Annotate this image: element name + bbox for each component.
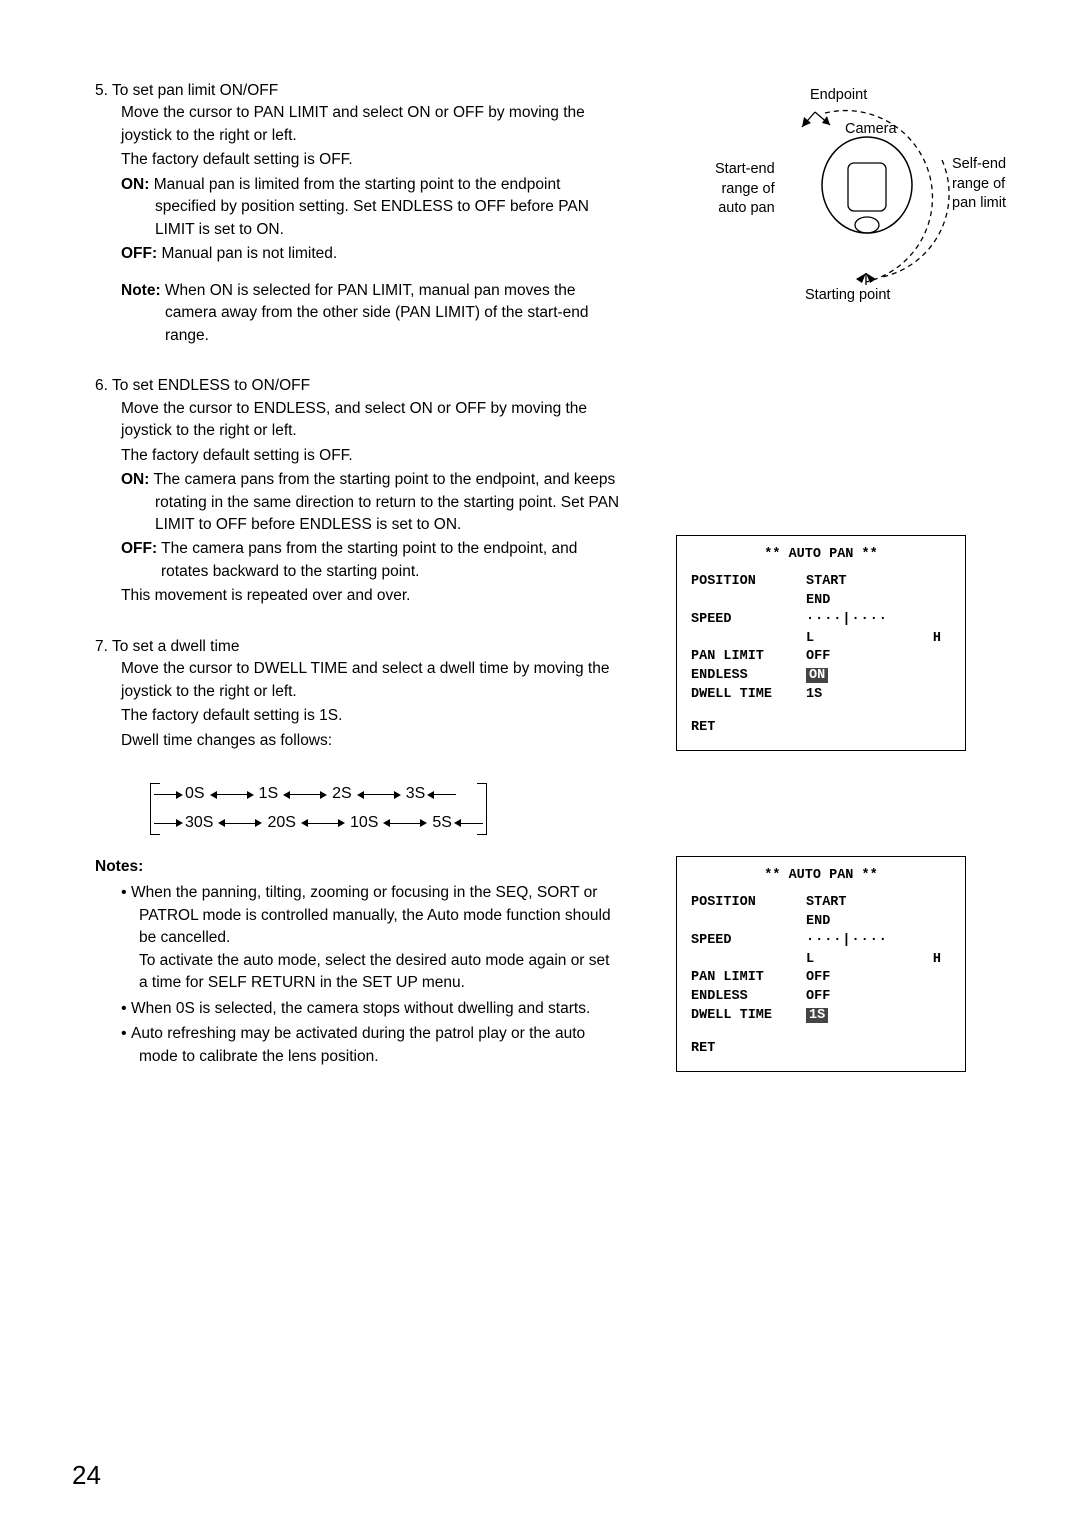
- lcd-value: END: [806, 592, 830, 611]
- off-text: Manual pan is not limited.: [157, 245, 337, 262]
- lcd-key: PAN LIMIT: [691, 969, 806, 988]
- on-entry: ON: The camera pans from the starting po…: [121, 469, 620, 536]
- list-item: • When the panning, tilting, zooming or …: [121, 881, 620, 994]
- lcd-ret: RET: [691, 719, 715, 738]
- lcd-key: PAN LIMIT: [691, 648, 806, 667]
- lcd-key: SPEED: [691, 932, 806, 951]
- lcd-slider: ····|····: [806, 611, 888, 630]
- off-label: OFF:: [121, 540, 157, 557]
- on-text: Manual pan is limited from the starting …: [149, 176, 589, 238]
- dwell-time-sequence-diagram: 0S 1S 2S 3S 30S: [150, 780, 620, 838]
- lcd-key: SPEED: [691, 611, 806, 630]
- page-number: 24: [72, 1460, 101, 1491]
- on-label: ON:: [121, 471, 149, 488]
- self-end-label: Self-end range of pan limit: [952, 155, 1006, 214]
- paragraph: The factory default setting is 1S.: [121, 705, 620, 727]
- step-title: To set ENDLESS to ON/OFF: [112, 377, 310, 394]
- off-label: OFF:: [121, 245, 157, 262]
- paragraph: The factory default setting is OFF.: [121, 149, 620, 171]
- on-entry: ON: Manual pan is limited from the start…: [121, 174, 620, 241]
- lcd-ret: RET: [691, 1040, 715, 1059]
- lcd-key: DWELL TIME: [691, 1007, 806, 1026]
- note-entry: Note: When ON is selected for PAN LIMIT,…: [121, 280, 620, 347]
- lcd-selected-value: 1S: [806, 1008, 828, 1023]
- step-5: 5. To set pan limit ON/OFF Move the curs…: [95, 80, 620, 347]
- lcd-key: ENDLESS: [691, 667, 806, 686]
- on-text: The camera pans from the starting point …: [149, 471, 619, 533]
- lcd-value: OFF: [806, 969, 830, 988]
- paragraph: Dwell time changes as follows:: [121, 730, 620, 752]
- lcd-key: ENDLESS: [691, 988, 806, 1007]
- lcd-value: OFF: [806, 988, 830, 1007]
- seq-value: 30S: [185, 809, 213, 838]
- endpoint-label: Endpoint: [810, 87, 867, 103]
- paragraph: Move the cursor to DWELL TIME and select…: [121, 658, 620, 703]
- auto-pan-menu-1: ** AUTO PAN ** POSITIONSTART END SPEED··…: [676, 535, 966, 751]
- lcd-value: 1S: [806, 686, 822, 705]
- lcd-H: H: [933, 630, 941, 649]
- notes-heading: Notes:: [95, 856, 620, 878]
- lcd-key: DWELL TIME: [691, 686, 806, 705]
- list-item: • Auto refreshing may be activated durin…: [121, 1022, 620, 1068]
- paragraph: Move the cursor to PAN LIMIT and select …: [121, 102, 620, 147]
- lcd-value: START: [806, 573, 847, 592]
- step-title: To set pan limit ON/OFF: [112, 82, 278, 99]
- left-column: 5. To set pan limit ON/OFF Move the curs…: [95, 80, 620, 1112]
- lcd-value: END: [806, 913, 830, 932]
- seq-value: 0S: [185, 780, 205, 809]
- step-title: To set a dwell time: [112, 638, 240, 655]
- lcd-value: OFF: [806, 648, 830, 667]
- lcd-H: H: [933, 951, 941, 970]
- right-bracket: [477, 783, 487, 835]
- lcd-L: L: [806, 630, 814, 649]
- seq-value: 5S: [432, 809, 452, 838]
- step-7: 7. To set a dwell time Move the cursor t…: [95, 636, 620, 752]
- seq-value: 3S: [406, 780, 426, 809]
- lcd-L: L: [806, 951, 814, 970]
- step-number: 5.: [95, 82, 108, 99]
- seq-value: 2S: [332, 780, 352, 809]
- on-label: ON:: [121, 176, 149, 193]
- lcd-key: POSITION: [691, 573, 806, 592]
- paragraph: This movement is repeated over and over.: [121, 585, 620, 607]
- list-item: • When 0S is selected, the camera stops …: [121, 997, 620, 1020]
- paragraph: The factory default setting is OFF.: [121, 445, 620, 467]
- step-6: 6. To set ENDLESS to ON/OFF Move the cur…: [95, 375, 620, 608]
- notes-list: • When the panning, tilting, zooming or …: [95, 881, 620, 1068]
- auto-pan-menu-2: ** AUTO PAN ** POSITIONSTART END SPEED··…: [676, 856, 966, 1072]
- seq-value: 20S: [267, 809, 295, 838]
- seq-value: 1S: [259, 780, 279, 809]
- lcd-selected-value: ON: [806, 668, 828, 683]
- lcd-value: START: [806, 894, 847, 913]
- off-entry: OFF: Manual pan is not limited.: [121, 243, 620, 265]
- seq-value: 10S: [350, 809, 378, 838]
- paragraph: Move the cursor to ENDLESS, and select O…: [121, 398, 620, 443]
- lcd-slider: ····|····: [806, 932, 888, 951]
- starting-point-label: Starting point: [805, 287, 890, 303]
- off-entry: OFF: The camera pans from the starting p…: [121, 538, 620, 583]
- step-number: 7.: [95, 638, 108, 655]
- right-column: Endpoint Camera Start-end range of auto …: [650, 80, 1010, 1112]
- off-text: The camera pans from the starting point …: [157, 540, 577, 579]
- note-label: Note:: [121, 282, 161, 299]
- camera-label: Camera: [845, 121, 897, 137]
- note-text: When ON is selected for PAN LIMIT, manua…: [161, 282, 589, 344]
- lcd-title: ** AUTO PAN **: [691, 867, 951, 886]
- step-number: 6.: [95, 377, 108, 394]
- lcd-title: ** AUTO PAN **: [691, 546, 951, 565]
- pan-range-diagram: Endpoint Camera Start-end range of auto …: [650, 85, 1010, 315]
- start-end-label: Start-end range of auto pan: [715, 160, 775, 219]
- lcd-key: POSITION: [691, 894, 806, 913]
